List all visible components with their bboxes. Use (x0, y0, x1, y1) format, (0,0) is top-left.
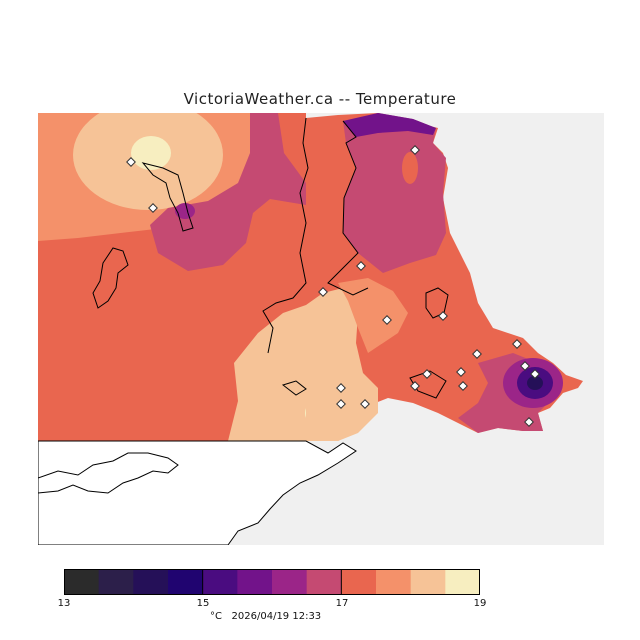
station-marker[interactable] (512, 339, 522, 349)
colorbar-tick-label: 17 (335, 598, 349, 609)
station-marker[interactable] (126, 157, 136, 167)
station-marker[interactable] (530, 369, 540, 379)
colorbar-segment (202, 569, 238, 595)
station-marker[interactable] (410, 145, 420, 155)
coastline-central (262, 117, 309, 354)
station-marker[interactable] (458, 381, 468, 391)
coastline-east (327, 120, 369, 296)
colorbar-segment (168, 569, 204, 595)
central-light-region (306, 288, 378, 441)
station-marker[interactable] (410, 381, 420, 391)
station-marker[interactable] (356, 261, 366, 271)
colorbar-tick-label: 13 (57, 598, 71, 609)
colorbar-tick-label: 19 (473, 598, 487, 609)
station-marker[interactable] (422, 369, 432, 379)
colorbar-tick-label: 15 (196, 598, 210, 609)
station-marker[interactable] (524, 417, 534, 427)
color-scale-bar (64, 569, 480, 595)
colorbar-segment (237, 569, 273, 595)
station-marker[interactable] (318, 287, 328, 297)
west-temperature-field (38, 113, 306, 441)
temperature-map (38, 113, 604, 545)
station-marker[interactable] (472, 349, 482, 359)
station-marker[interactable] (438, 311, 448, 321)
station-marker[interactable] (520, 361, 530, 371)
colorbar-segment (64, 569, 100, 595)
central-orange-region (338, 278, 408, 353)
east-north-purple (343, 113, 436, 137)
map-title: VictoriaWeather.ca -- Temperature (183, 90, 457, 108)
station-marker[interactable] (360, 399, 370, 409)
colorbar-segment (98, 569, 134, 595)
station-marker[interactable] (382, 315, 392, 325)
east-north-region (343, 113, 446, 273)
unit-label: °C (210, 611, 222, 622)
colorbar-segment (133, 569, 169, 595)
colorbar-segment (306, 569, 342, 595)
timestamp-label: 2026/04/19 12:33 (231, 611, 322, 622)
station-marker[interactable] (336, 383, 346, 393)
colorbar-segment (445, 569, 480, 595)
colorbar-segment (410, 569, 446, 595)
colorbar-segment (376, 569, 412, 595)
colorbar-border (64, 569, 480, 595)
station-marker[interactable] (336, 399, 346, 409)
coastline-peninsula (141, 162, 194, 232)
station-marker[interactable] (456, 367, 466, 377)
station-markers (126, 145, 540, 427)
colorbar-segment (341, 569, 377, 595)
footer-text: °C 2026/04/19 12:33 (210, 611, 321, 622)
colorbar-segment (272, 569, 308, 595)
coastline-west-island (92, 247, 129, 309)
station-marker[interactable] (148, 203, 158, 213)
